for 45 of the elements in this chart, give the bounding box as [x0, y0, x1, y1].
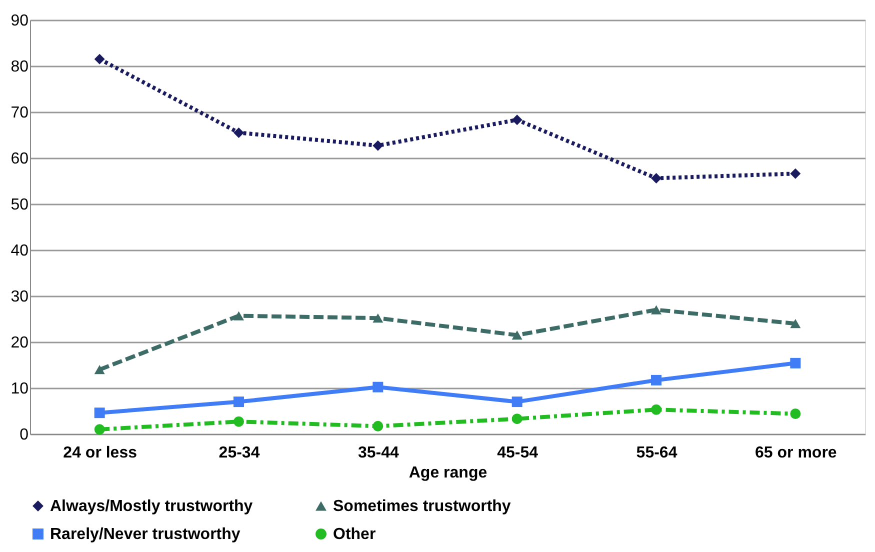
- point: [790, 408, 801, 419]
- point: [234, 311, 244, 320]
- point: [512, 396, 522, 408]
- point: [512, 414, 522, 424]
- point: [234, 127, 244, 138]
- point: [234, 416, 244, 427]
- point: [94, 54, 105, 64]
- point: [651, 374, 662, 386]
- x-tick-label: 35-44: [358, 444, 399, 462]
- y-tick-label: 80: [10, 58, 29, 76]
- y-tick-label: 30: [10, 288, 29, 306]
- point: [790, 358, 801, 368]
- point: [790, 168, 801, 179]
- point: [512, 114, 522, 126]
- x-axis-title: Age range: [408, 464, 488, 482]
- x-tick-label: 24 or less: [63, 444, 138, 462]
- y-tick-label: 50: [10, 196, 29, 214]
- y-tick-label: 10: [10, 380, 29, 398]
- x-tick-label: 45-54: [497, 444, 538, 462]
- point: [94, 365, 105, 374]
- x-tick-label: 55-64: [636, 444, 678, 462]
- y-tick-label: 20: [10, 334, 29, 352]
- point: [651, 172, 662, 184]
- legend-label: Rarely/Never trustworthy: [50, 526, 240, 543]
- y-tick-label: 70: [10, 104, 29, 122]
- point: [651, 404, 662, 415]
- y-tick-label: 90: [10, 12, 29, 30]
- point: [94, 424, 105, 435]
- point: [790, 319, 801, 328]
- x-tick-label: 65 or more: [755, 444, 837, 462]
- point: [372, 382, 384, 392]
- point: [234, 396, 244, 408]
- point: [372, 420, 384, 432]
- y-tick-label: 0: [20, 426, 29, 444]
- y-tick-label: 60: [10, 150, 29, 168]
- legend-label: Always/Mostly trustworthy: [50, 498, 253, 515]
- y-tick-label: 40: [10, 242, 29, 260]
- point: [651, 305, 662, 314]
- point: [94, 408, 105, 418]
- x-tick-label: 25-34: [218, 444, 260, 462]
- point: [372, 314, 384, 323]
- point: [372, 140, 384, 151]
- legend-label: Other: [333, 526, 376, 543]
- point: [512, 330, 522, 340]
- legend-label: Sometimes trustworthy: [333, 498, 511, 515]
